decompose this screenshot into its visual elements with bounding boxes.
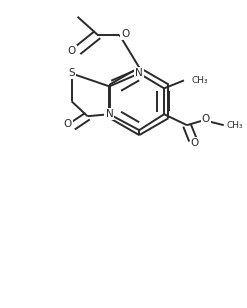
Text: O: O (191, 138, 199, 148)
Text: CH₃: CH₃ (192, 76, 208, 85)
Text: O: O (63, 119, 72, 129)
Text: O: O (202, 114, 210, 124)
Text: O: O (67, 46, 76, 55)
Text: N: N (105, 109, 113, 119)
Text: N: N (135, 68, 143, 79)
Text: CH₃: CH₃ (227, 121, 243, 130)
Text: O: O (121, 29, 129, 39)
Text: S: S (68, 68, 75, 79)
